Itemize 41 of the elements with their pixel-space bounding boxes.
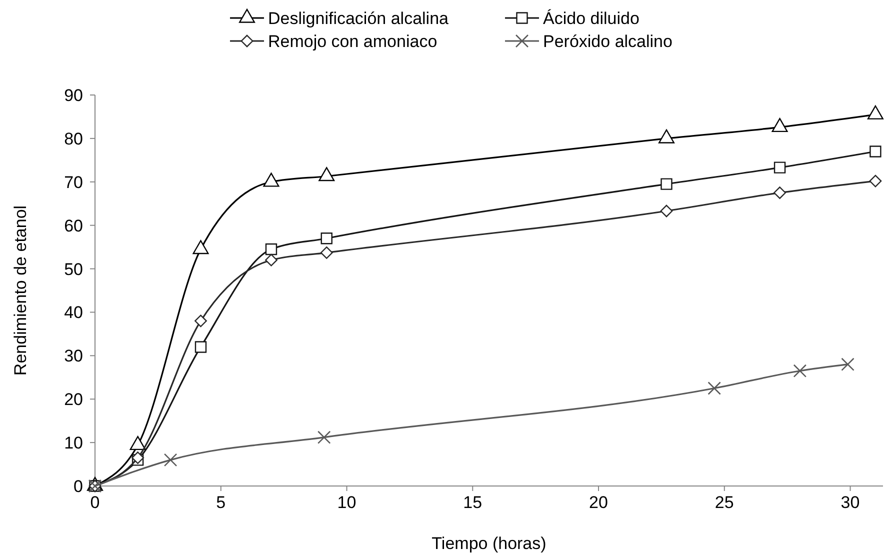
y-tick-label: 10 bbox=[64, 434, 83, 453]
y-tick-label: 60 bbox=[64, 216, 83, 236]
x-tick-label: 20 bbox=[589, 493, 608, 512]
point bbox=[194, 314, 207, 328]
legend-label: Remojo con amoniaco bbox=[268, 32, 438, 51]
point bbox=[660, 204, 673, 218]
point bbox=[774, 162, 786, 174]
x-tick-label: 30 bbox=[840, 493, 860, 512]
y-tick-label: 80 bbox=[64, 129, 83, 148]
point bbox=[317, 430, 331, 444]
y-tick-label: 90 bbox=[64, 86, 83, 105]
x-tick-label: 10 bbox=[337, 493, 356, 512]
legend-label: Peróxido alcalino bbox=[543, 32, 672, 51]
y-tick-label: 50 bbox=[64, 260, 83, 279]
point bbox=[194, 341, 207, 353]
x-tick-label: 15 bbox=[463, 493, 482, 512]
y-tick-label: 0 bbox=[74, 477, 83, 496]
point bbox=[265, 254, 278, 266]
point bbox=[265, 243, 278, 256]
point bbox=[164, 453, 178, 467]
x-axis-title: Tiempo (horas) bbox=[432, 534, 546, 553]
point bbox=[320, 246, 333, 259]
y-tick-label: 20 bbox=[64, 390, 83, 410]
point bbox=[132, 452, 144, 464]
y-tick-label: 40 bbox=[64, 303, 83, 322]
x-tick-label: 5 bbox=[216, 493, 226, 512]
point bbox=[320, 232, 332, 244]
y-tick-label: 70 bbox=[64, 172, 83, 192]
y-tick-label: 30 bbox=[64, 346, 83, 366]
legend-label: Deslignificación alcalina bbox=[268, 9, 450, 28]
x-tick-label: 25 bbox=[714, 493, 734, 512]
point bbox=[708, 382, 721, 395]
x-tick-label: 0 bbox=[90, 493, 100, 512]
point bbox=[793, 364, 807, 378]
point bbox=[774, 186, 786, 199]
point bbox=[870, 146, 882, 158]
y-axis-title: Rendimiento de etanol bbox=[11, 205, 30, 376]
point bbox=[869, 174, 882, 188]
point bbox=[841, 358, 854, 371]
point bbox=[660, 178, 672, 190]
legend-label: Ácido diluido bbox=[543, 9, 640, 28]
